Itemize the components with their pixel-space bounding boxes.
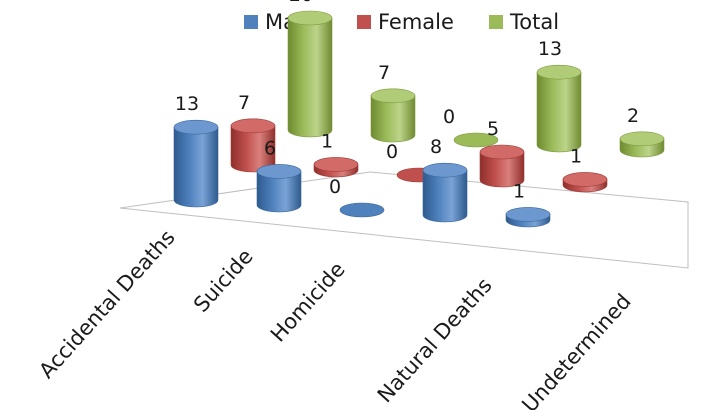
bar-top-male-homicide [339, 202, 385, 218]
data-label-total-undetermined: 2 [627, 105, 639, 127]
bar-body-male-natural-deaths [422, 169, 468, 223]
bar-top-male-suicide [256, 164, 302, 179]
data-labels-layer: 207013271051136081 [175, 0, 639, 202]
data-label-female-undetermined: 1 [570, 145, 582, 167]
legend-swatch-male [244, 15, 258, 29]
legend-swatch-total [489, 15, 503, 29]
bar-top-total-suicide [370, 88, 416, 104]
data-label-total-accidental-deaths: 20 [289, 0, 313, 6]
data-label-female-homicide: 0 [386, 141, 398, 163]
legend-swatch-female [357, 15, 371, 29]
data-label-female-suicide: 1 [321, 130, 333, 152]
bar-top-total-undetermined [619, 131, 665, 147]
bar-male-homicide [339, 202, 385, 218]
bar-top-male-natural-deaths [422, 162, 468, 178]
data-label-total-homicide: 0 [443, 106, 455, 128]
bar-male-natural-deaths [422, 162, 468, 223]
data-label-total-suicide: 7 [378, 62, 390, 84]
legend-item-total: Total [489, 10, 559, 34]
bar-female-accidental-deaths [230, 118, 276, 173]
legend-label-female: Female [378, 10, 454, 34]
bar-male-suicide [256, 164, 302, 213]
data-label-male-homicide: 0 [329, 176, 341, 198]
bar-female-suicide [313, 157, 359, 178]
bar-top-female-suicide [313, 157, 359, 172]
bar-male-undetermined [505, 207, 551, 228]
bar-top-male-accidental-deaths [173, 119, 219, 135]
data-label-male-undetermined: 1 [513, 180, 525, 202]
bar-body-male-suicide [256, 171, 302, 213]
bar-top-female-natural-deaths [479, 144, 525, 160]
bar-body-female-natural-deaths [479, 151, 525, 188]
data-label-male-accidental-deaths: 13 [175, 93, 199, 115]
category-label-homicide: Homicide [266, 257, 350, 346]
bar-total-accidental-deaths [287, 10, 333, 138]
data-label-total-natural-deaths: 13 [538, 38, 562, 60]
data-label-female-natural-deaths: 5 [487, 118, 499, 140]
bar-female-undetermined [562, 172, 608, 193]
bar-body-total-accidental-deaths [287, 17, 333, 138]
bar-top-total-accidental-deaths [287, 10, 333, 26]
bar-female-natural-deaths [479, 144, 525, 188]
data-label-female-accidental-deaths: 7 [238, 92, 250, 114]
bar-total-homicide [453, 132, 499, 148]
bar-top-total-homicide [453, 132, 499, 148]
bars-layer [173, 10, 665, 228]
bar-top-female-accidental-deaths [230, 118, 276, 134]
category-label-suicide: Suicide [189, 244, 258, 317]
legend-label-total: Total [509, 10, 559, 34]
bar-top-total-natural-deaths [536, 64, 582, 80]
bar-top-male-undetermined [505, 207, 551, 222]
bar-total-undetermined [619, 131, 665, 158]
bar-top-female-undetermined [562, 172, 608, 187]
legend-item-female: Female [357, 10, 454, 34]
category-label-accidental-deaths: Accidental Deaths [34, 225, 179, 383]
bar-body-total-suicide [370, 95, 416, 143]
data-label-male-suicide: 6 [264, 137, 276, 159]
bar-total-natural-deaths [536, 64, 582, 153]
category-label-natural-deaths: Natural Deaths [373, 273, 497, 407]
category-label-undetermined: Undetermined [517, 289, 635, 410]
bar-total-suicide [370, 88, 416, 143]
data-label-male-natural-deaths: 8 [430, 136, 442, 158]
bar-body-total-natural-deaths [536, 71, 582, 153]
bar-body-male-accidental-deaths [173, 126, 219, 208]
bar-male-accidental-deaths [173, 119, 219, 208]
